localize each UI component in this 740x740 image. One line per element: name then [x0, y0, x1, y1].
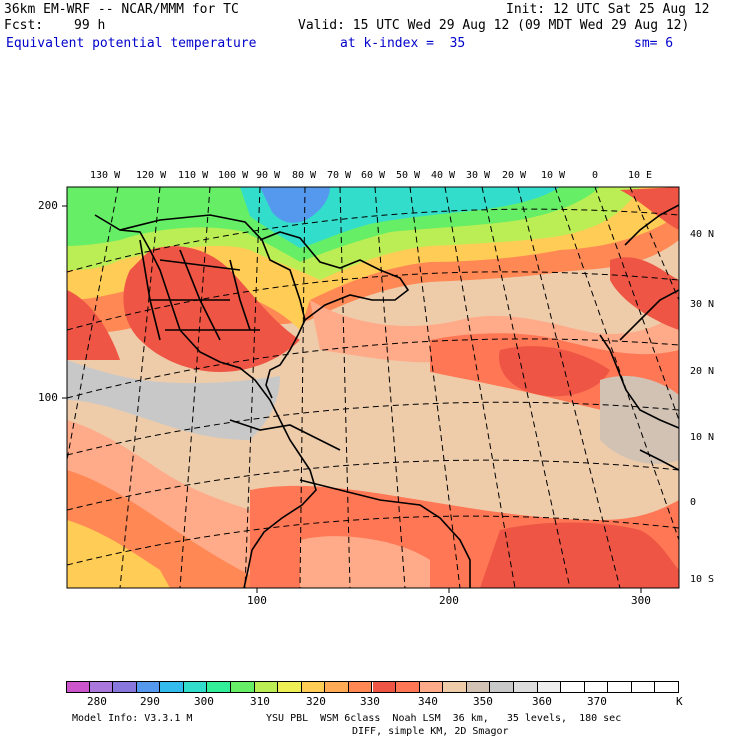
colorbar-swatch	[136, 681, 161, 693]
colorbar-swatch	[301, 681, 326, 693]
colorbar-label-350: 350	[473, 695, 493, 708]
colorbar-label-340: 340	[418, 695, 438, 708]
colorbar-swatch	[608, 681, 632, 693]
lon-label-30w: 30 W	[466, 170, 491, 181]
lon-label-50w: 50 W	[396, 170, 421, 181]
colorbar-label-300: 300	[194, 695, 214, 708]
lon-label-40w: 40 W	[431, 170, 456, 181]
colorbar-swatch	[584, 681, 609, 693]
colorbar-swatch	[66, 681, 90, 693]
colorbar-swatch	[443, 681, 467, 693]
colorbar-swatch	[513, 681, 538, 693]
colorbar-label-370: 370	[587, 695, 607, 708]
colorbar-label-280: 280	[87, 695, 107, 708]
smoothing-label: sm= 6	[634, 36, 674, 51]
valid-time: Valid: 15 UTC Wed 29 Aug 12 (09 MDT Wed …	[298, 18, 690, 33]
model-title: 36km EM-WRF -- NCAR/MMM for TC	[4, 2, 239, 17]
colorbar-swatch	[231, 681, 255, 693]
colorbar-label-330: 330	[360, 695, 380, 708]
theta-e-field	[67, 187, 679, 588]
y-tick-200: 200	[38, 199, 58, 212]
graticule	[67, 187, 679, 588]
colorbar-swatch	[655, 681, 679, 693]
lon-label-110w: 110 W	[178, 170, 209, 181]
colorbar-swatch	[89, 681, 114, 693]
lat-label-20n: 20 N	[690, 366, 715, 377]
colorbar-label-290: 290	[140, 695, 160, 708]
forecast-label: Fcst:	[4, 18, 44, 33]
lat-label-30n: 30 N	[690, 299, 715, 310]
lon-label-130w: 130 W	[90, 170, 121, 181]
map-frame	[66, 186, 680, 589]
lon-label-70w: 70 W	[327, 170, 352, 181]
lon-label-0: 0	[592, 170, 599, 181]
forecast-hour: 99 h	[74, 18, 106, 33]
colorbar-label-310: 310	[250, 695, 270, 708]
lat-label-0: 0	[690, 497, 697, 508]
colorbar-label-360: 360	[532, 695, 552, 708]
physics-info: YSU PBL WSM 6class Noah LSM 36 km, 35 le…	[266, 713, 622, 724]
lon-label-90w: 90 W	[256, 170, 281, 181]
colorbar-swatch	[183, 681, 208, 693]
colorbar-unit: K	[676, 695, 683, 708]
lon-label-60w: 60 W	[361, 170, 386, 181]
lon-label-120w: 120 W	[136, 170, 167, 181]
diffusion-info: DIFF, simple KM, 2D Smagor	[352, 726, 509, 737]
lat-label-10n: 10 N	[690, 432, 715, 443]
colorbar-swatch	[419, 681, 444, 693]
colorbar-swatch	[278, 681, 302, 693]
coastlines	[94, 204, 679, 588]
colorbar-swatch	[254, 681, 279, 693]
colorbar-swatch	[631, 681, 656, 693]
colorbar-swatch	[160, 681, 184, 693]
colorbar-swatch	[348, 681, 373, 693]
colorbar-swatch	[396, 681, 420, 693]
init-time: Init: 12 UTC Sat 25 Aug 12	[506, 2, 710, 17]
colorbar-swatch	[113, 681, 137, 693]
lat-label-40n: 40 N	[690, 229, 715, 240]
colorbar-swatch	[207, 681, 232, 693]
lon-label-20w: 20 W	[502, 170, 527, 181]
lat-label-10s: 10 S	[690, 574, 715, 585]
model-info: Model Info: V3.3.1 M	[72, 713, 193, 724]
colorbar-swatch	[466, 681, 491, 693]
x-tick-200: 200	[439, 594, 459, 607]
colorbar-swatch	[537, 681, 562, 693]
axis-ticks	[62, 205, 642, 593]
colorbar-swatch	[325, 681, 349, 693]
lon-label-10w: 10 W	[541, 170, 566, 181]
lon-label-100w: 100 W	[218, 170, 249, 181]
lon-label-10e: 10 E	[628, 170, 653, 181]
x-tick-100: 100	[247, 594, 267, 607]
x-tick-300: 300	[631, 594, 651, 607]
colorbar-swatch	[561, 681, 585, 693]
level-label: at k-index = 35	[340, 36, 466, 51]
colorbar-swatch	[372, 681, 397, 693]
y-tick-100: 100	[38, 391, 58, 404]
field-name: Equivalent potential temperature	[6, 36, 257, 51]
colorbar-swatch	[490, 681, 514, 693]
colorbar-label-320: 320	[306, 695, 326, 708]
lon-label-80w: 80 W	[292, 170, 317, 181]
